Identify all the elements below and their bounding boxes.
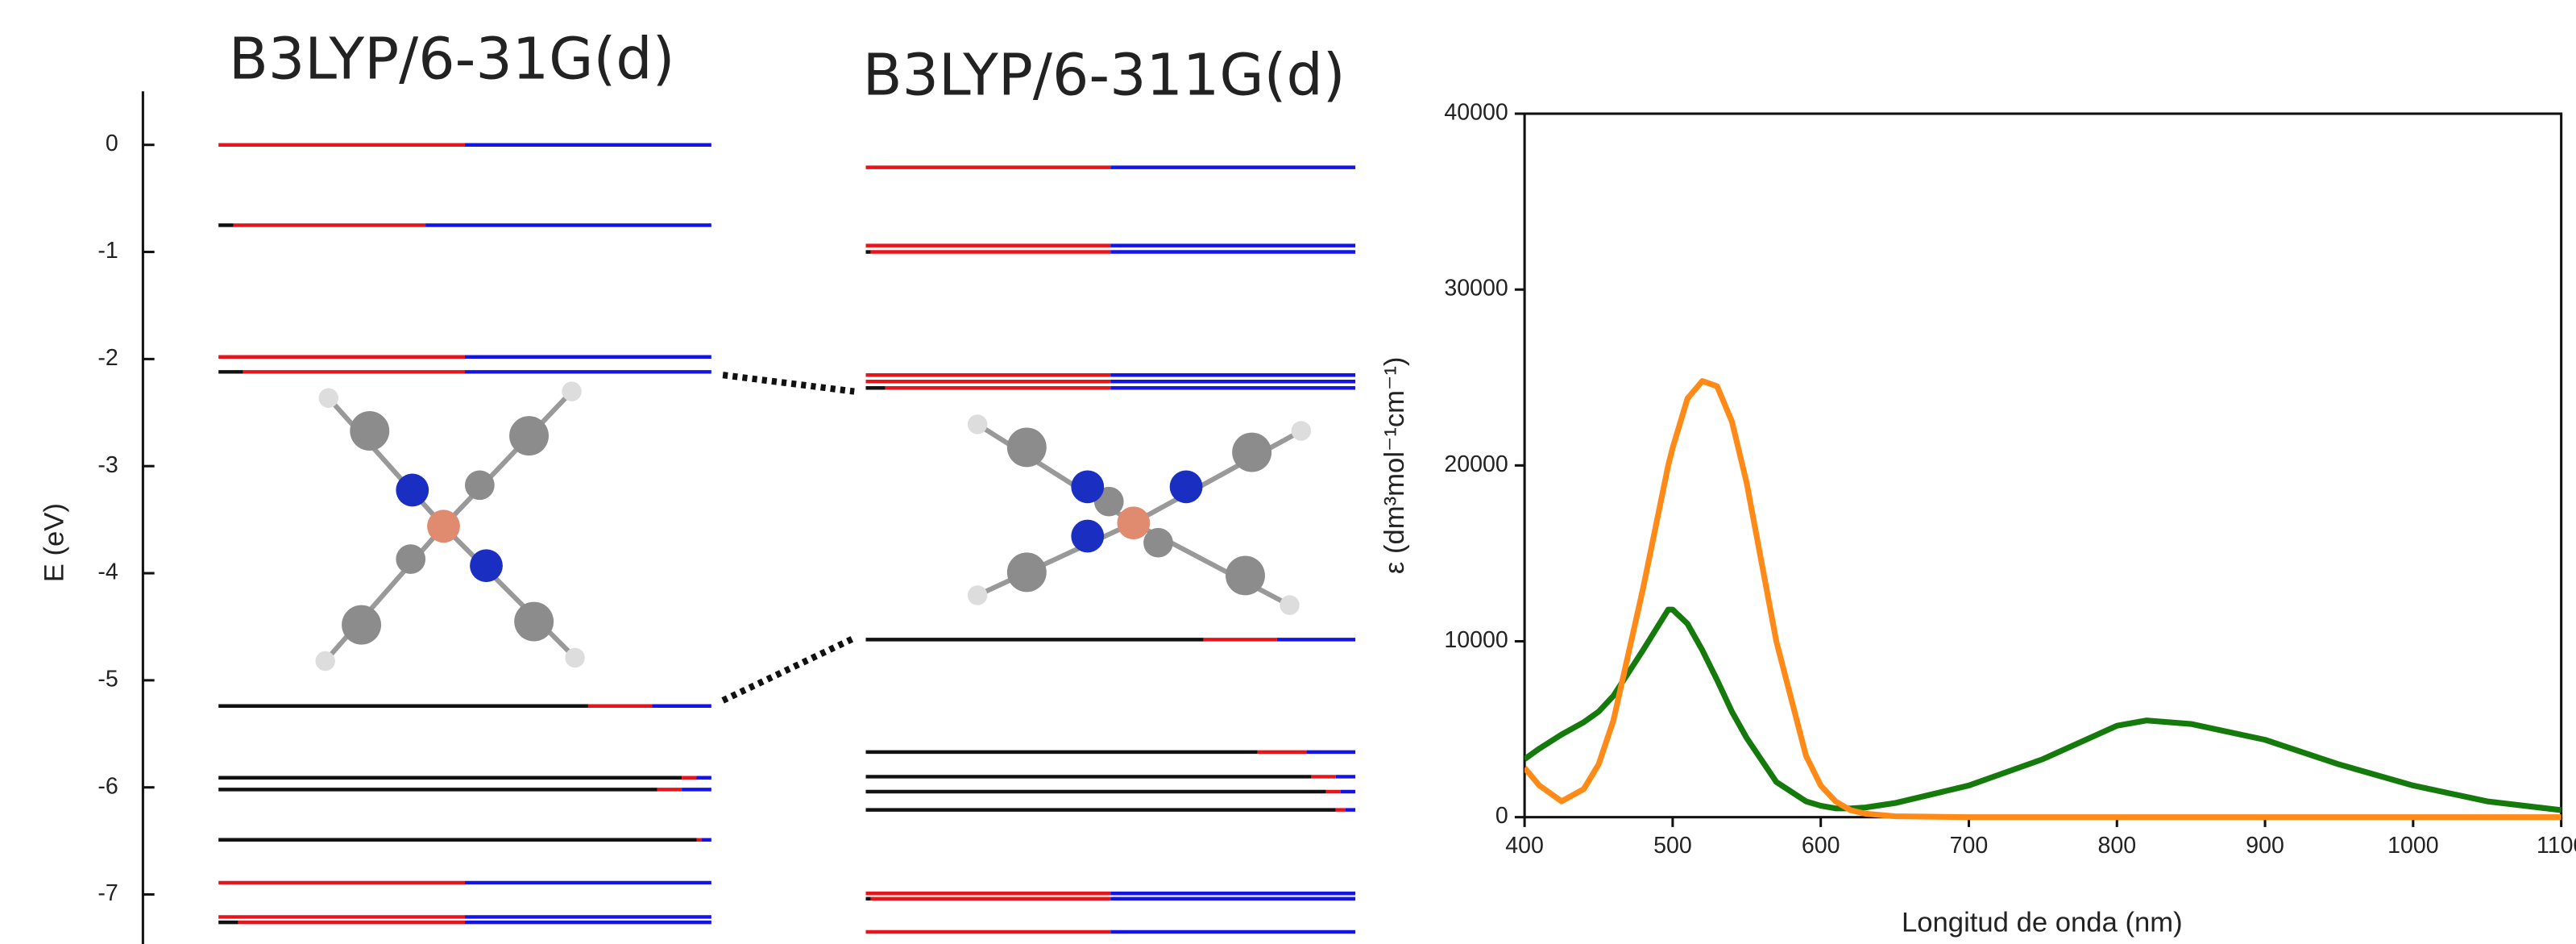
panel-title: B3LYP/6-31G(d) xyxy=(229,25,675,92)
molecule-image xyxy=(968,414,1311,615)
x-axis-label: Longitud de onda (nm) xyxy=(1902,907,2183,938)
y-tick-label: 0 xyxy=(1495,803,1508,829)
connector xyxy=(723,375,854,391)
connector xyxy=(723,638,854,700)
x-tick-label: 700 xyxy=(1950,833,1989,859)
y-tick-label: -5 xyxy=(97,666,118,692)
y-tick-label: -1 xyxy=(97,238,118,264)
y-tick-label: 10000 xyxy=(1444,627,1508,653)
panel-title: B3LYP/6-311G(d) xyxy=(863,42,1346,109)
x-tick-label: 400 xyxy=(1505,833,1544,859)
plot-frame xyxy=(1524,114,2561,817)
page: {"chart_data": [ {"type": "energy-level"… xyxy=(0,0,2576,944)
y-axis-label: ε (dm³mol⁻¹cm⁻¹) xyxy=(1379,357,1410,575)
y-tick-label: -2 xyxy=(97,345,118,371)
x-tick-label: 600 xyxy=(1802,833,1840,859)
y-tick-label: -7 xyxy=(97,880,118,906)
series-line xyxy=(1524,609,2561,810)
x-tick-label: 1100 xyxy=(2537,833,2576,859)
molecule-image xyxy=(315,381,584,671)
y-tick-label: 0 xyxy=(106,131,118,156)
figure: E (eV) Longitud de onda (nm) ε (dm³mol⁻¹… xyxy=(0,0,2576,944)
y-tick-label: -3 xyxy=(97,452,118,478)
y-tick-label: -4 xyxy=(97,559,118,585)
series-line xyxy=(1524,381,2561,817)
x-tick-label: 500 xyxy=(1653,833,1692,859)
y-axis-label: E (eV) xyxy=(39,503,69,582)
x-tick-label: 900 xyxy=(2246,833,2284,859)
y-tick-label: 40000 xyxy=(1444,100,1508,126)
x-tick-label: 1000 xyxy=(2387,833,2438,859)
y-tick-label: -6 xyxy=(97,773,118,799)
y-tick-label: 30000 xyxy=(1444,276,1508,301)
x-tick-label: 800 xyxy=(2097,833,2136,859)
y-tick-label: 20000 xyxy=(1444,451,1508,477)
